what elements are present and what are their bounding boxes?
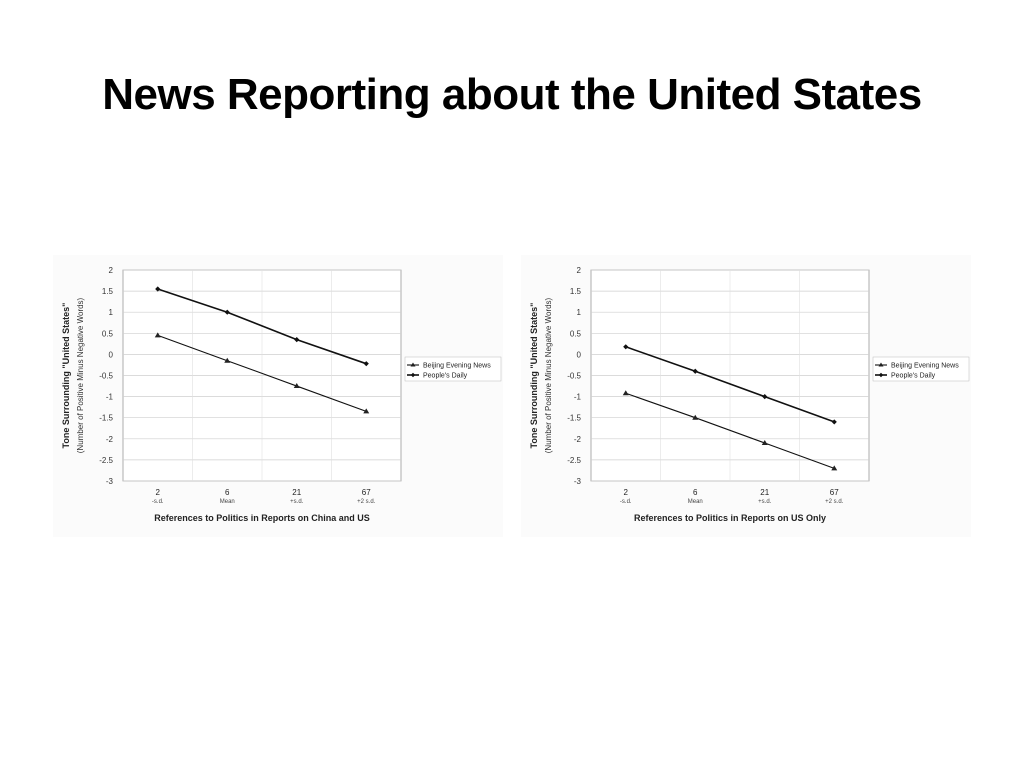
chart-right-ytick-label: 2 (577, 266, 582, 275)
chart-left-ytick-label: 0.5 (102, 329, 114, 338)
chart-right-xtick-label: 6 (693, 488, 698, 497)
chart-left-y-axis-subtitle: (Number of Positive Minus Negative Words… (76, 297, 85, 453)
chart-left-y-axis-title: Tone Surrounding "United States" (61, 303, 71, 449)
chart-right-series-0-point (692, 414, 699, 420)
chart-right-y-axis-subtitle: (Number of Positive Minus Negative Words… (544, 297, 553, 453)
chart-right-series-0-point (761, 440, 768, 446)
chart-right-ytick-label: 0.5 (570, 329, 582, 338)
chart-left-xtick-label: 21 (292, 488, 301, 497)
chart-left-xtick-label: 6 (225, 488, 230, 497)
chart-right-y-axis-title: Tone Surrounding "United States" (529, 303, 539, 449)
chart-left-xtick-sublabel: -s.d. (152, 499, 164, 505)
chart-right-ytick-label: -0.5 (567, 372, 581, 381)
chart-right-xtick-sublabel: -s.d. (620, 499, 632, 505)
chart-right: 2 1.5 1 0.5 0 -0.5 -1 -1.5 -2 -2.5 -3 2 -s.d. 6 Mean 21… (521, 255, 971, 537)
chart-right-ytick-label: -2 (574, 435, 582, 444)
chart-right-ytick-label: -1.5 (567, 414, 581, 423)
chart-right-series-0-point (622, 390, 629, 396)
chart-left-xtick-label: 2 (156, 488, 161, 497)
chart-left-legend-marker-1 (410, 372, 416, 378)
chart-left-ytick-label: -2.5 (99, 456, 113, 465)
chart-left-series-1-point (294, 337, 300, 343)
chart-left-series-0-point (293, 383, 300, 389)
chart-left-ytick-label: -0.5 (99, 372, 113, 381)
chart-left-legend-marker-0 (410, 362, 416, 367)
chart-left-legend-label-0: Beijing Evening News (423, 363, 491, 370)
chart-right-legend-label-1: People's Daily (891, 373, 936, 380)
chart-right-svg: 2 1.5 1 0.5 0 -0.5 -1 -1.5 -2 -2.5 -3 2 -s.d. 6 Mean 21… (529, 266, 970, 523)
chart-left-ytick-label: -2 (106, 435, 114, 444)
chart-left-ytick-label: -3 (106, 477, 114, 486)
chart-right-legend-marker-1 (878, 372, 884, 378)
chart-right-legend-label-0: Beijing Evening News (891, 363, 959, 370)
chart-right-series-0-point (831, 465, 838, 471)
chart-left-series-line-1 (157, 288, 367, 365)
chart-right-legend-box (872, 356, 970, 382)
chart-left-legend-box (404, 356, 502, 382)
chart-left-xtick-sublabel: +2 s.d. (357, 499, 376, 505)
chart-right-xtick-sublabel: Mean (688, 499, 703, 505)
chart-right-ytick-label: 0 (577, 350, 582, 359)
chart-left-ytick-label: -1.5 (99, 414, 113, 423)
chart-left-series-line-0 (157, 334, 367, 412)
chart-left-legend-label-1: People's Daily (423, 373, 468, 380)
chart-right-ytick-label: -3 (574, 477, 582, 486)
chart-left-svg: 2 1.5 1 0.5 0 -0.5 -1 -1.5 -2 -2.5 -3 2 -s.d. 6 Mean 21… (61, 266, 502, 523)
chart-left-series-0-point (154, 332, 161, 338)
chart-right-series-1-point (623, 344, 629, 350)
chart-left-xtick-sublabel: Mean (220, 499, 235, 505)
chart-left-series-0-point (363, 408, 370, 414)
chart-right-xtick-sublabel: +s.d. (758, 499, 772, 505)
chart-left-ytick-label: 1.5 (102, 287, 114, 296)
chart-right-ytick-label: 1 (577, 308, 582, 317)
chart-left-ytick-label: 1 (109, 308, 114, 317)
chart-left-ytick-label: 0 (109, 350, 114, 359)
chart-right-x-axis-title: References to Politics in Reports on US … (634, 513, 826, 523)
chart-left-xtick-sublabel: +s.d. (290, 499, 304, 505)
chart-right-xtick-sublabel: +2 s.d. (825, 499, 844, 505)
chart-right-xtick-label: 21 (760, 488, 769, 497)
chart-right-ytick-label: -1 (574, 393, 582, 402)
chart-left-series-0-point (224, 357, 231, 363)
chart-right-xtick-label: 67 (830, 488, 839, 497)
chart-right-series-line-1 (625, 346, 835, 423)
chart-right-ytick-label: 1.5 (570, 287, 582, 296)
chart-right-xtick-label: 2 (624, 488, 629, 497)
chart-left-x-axis-title: References to Politics in Reports on Chi… (154, 513, 370, 523)
chart-left: 2 1.5 1 0.5 0 -0.5 -1 -1.5 -2 -2.5 -3 2 -s.d. 6 Mean 21… (53, 255, 503, 537)
chart-left-xtick-label: 67 (362, 488, 371, 497)
chart-right-ytick-label: -2.5 (567, 456, 581, 465)
chart-left-ytick-label: 2 (109, 266, 114, 275)
chart-right-legend-marker-0 (878, 362, 884, 367)
slide-title: News Reporting about the United States (102, 70, 922, 119)
chart-left-ytick-label: -1 (106, 393, 114, 402)
chart-right-series-line-0 (625, 392, 835, 469)
